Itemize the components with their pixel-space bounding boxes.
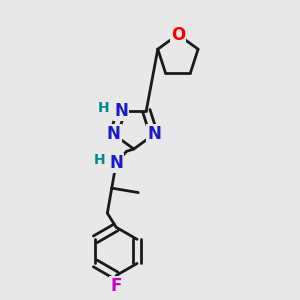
Text: N: N: [147, 125, 161, 143]
Text: F: F: [110, 277, 122, 295]
Text: N: N: [107, 125, 121, 143]
Text: H: H: [97, 101, 109, 115]
Text: O: O: [171, 26, 185, 44]
Text: N: N: [114, 102, 128, 120]
Text: N: N: [109, 154, 123, 172]
Text: H: H: [93, 153, 105, 166]
